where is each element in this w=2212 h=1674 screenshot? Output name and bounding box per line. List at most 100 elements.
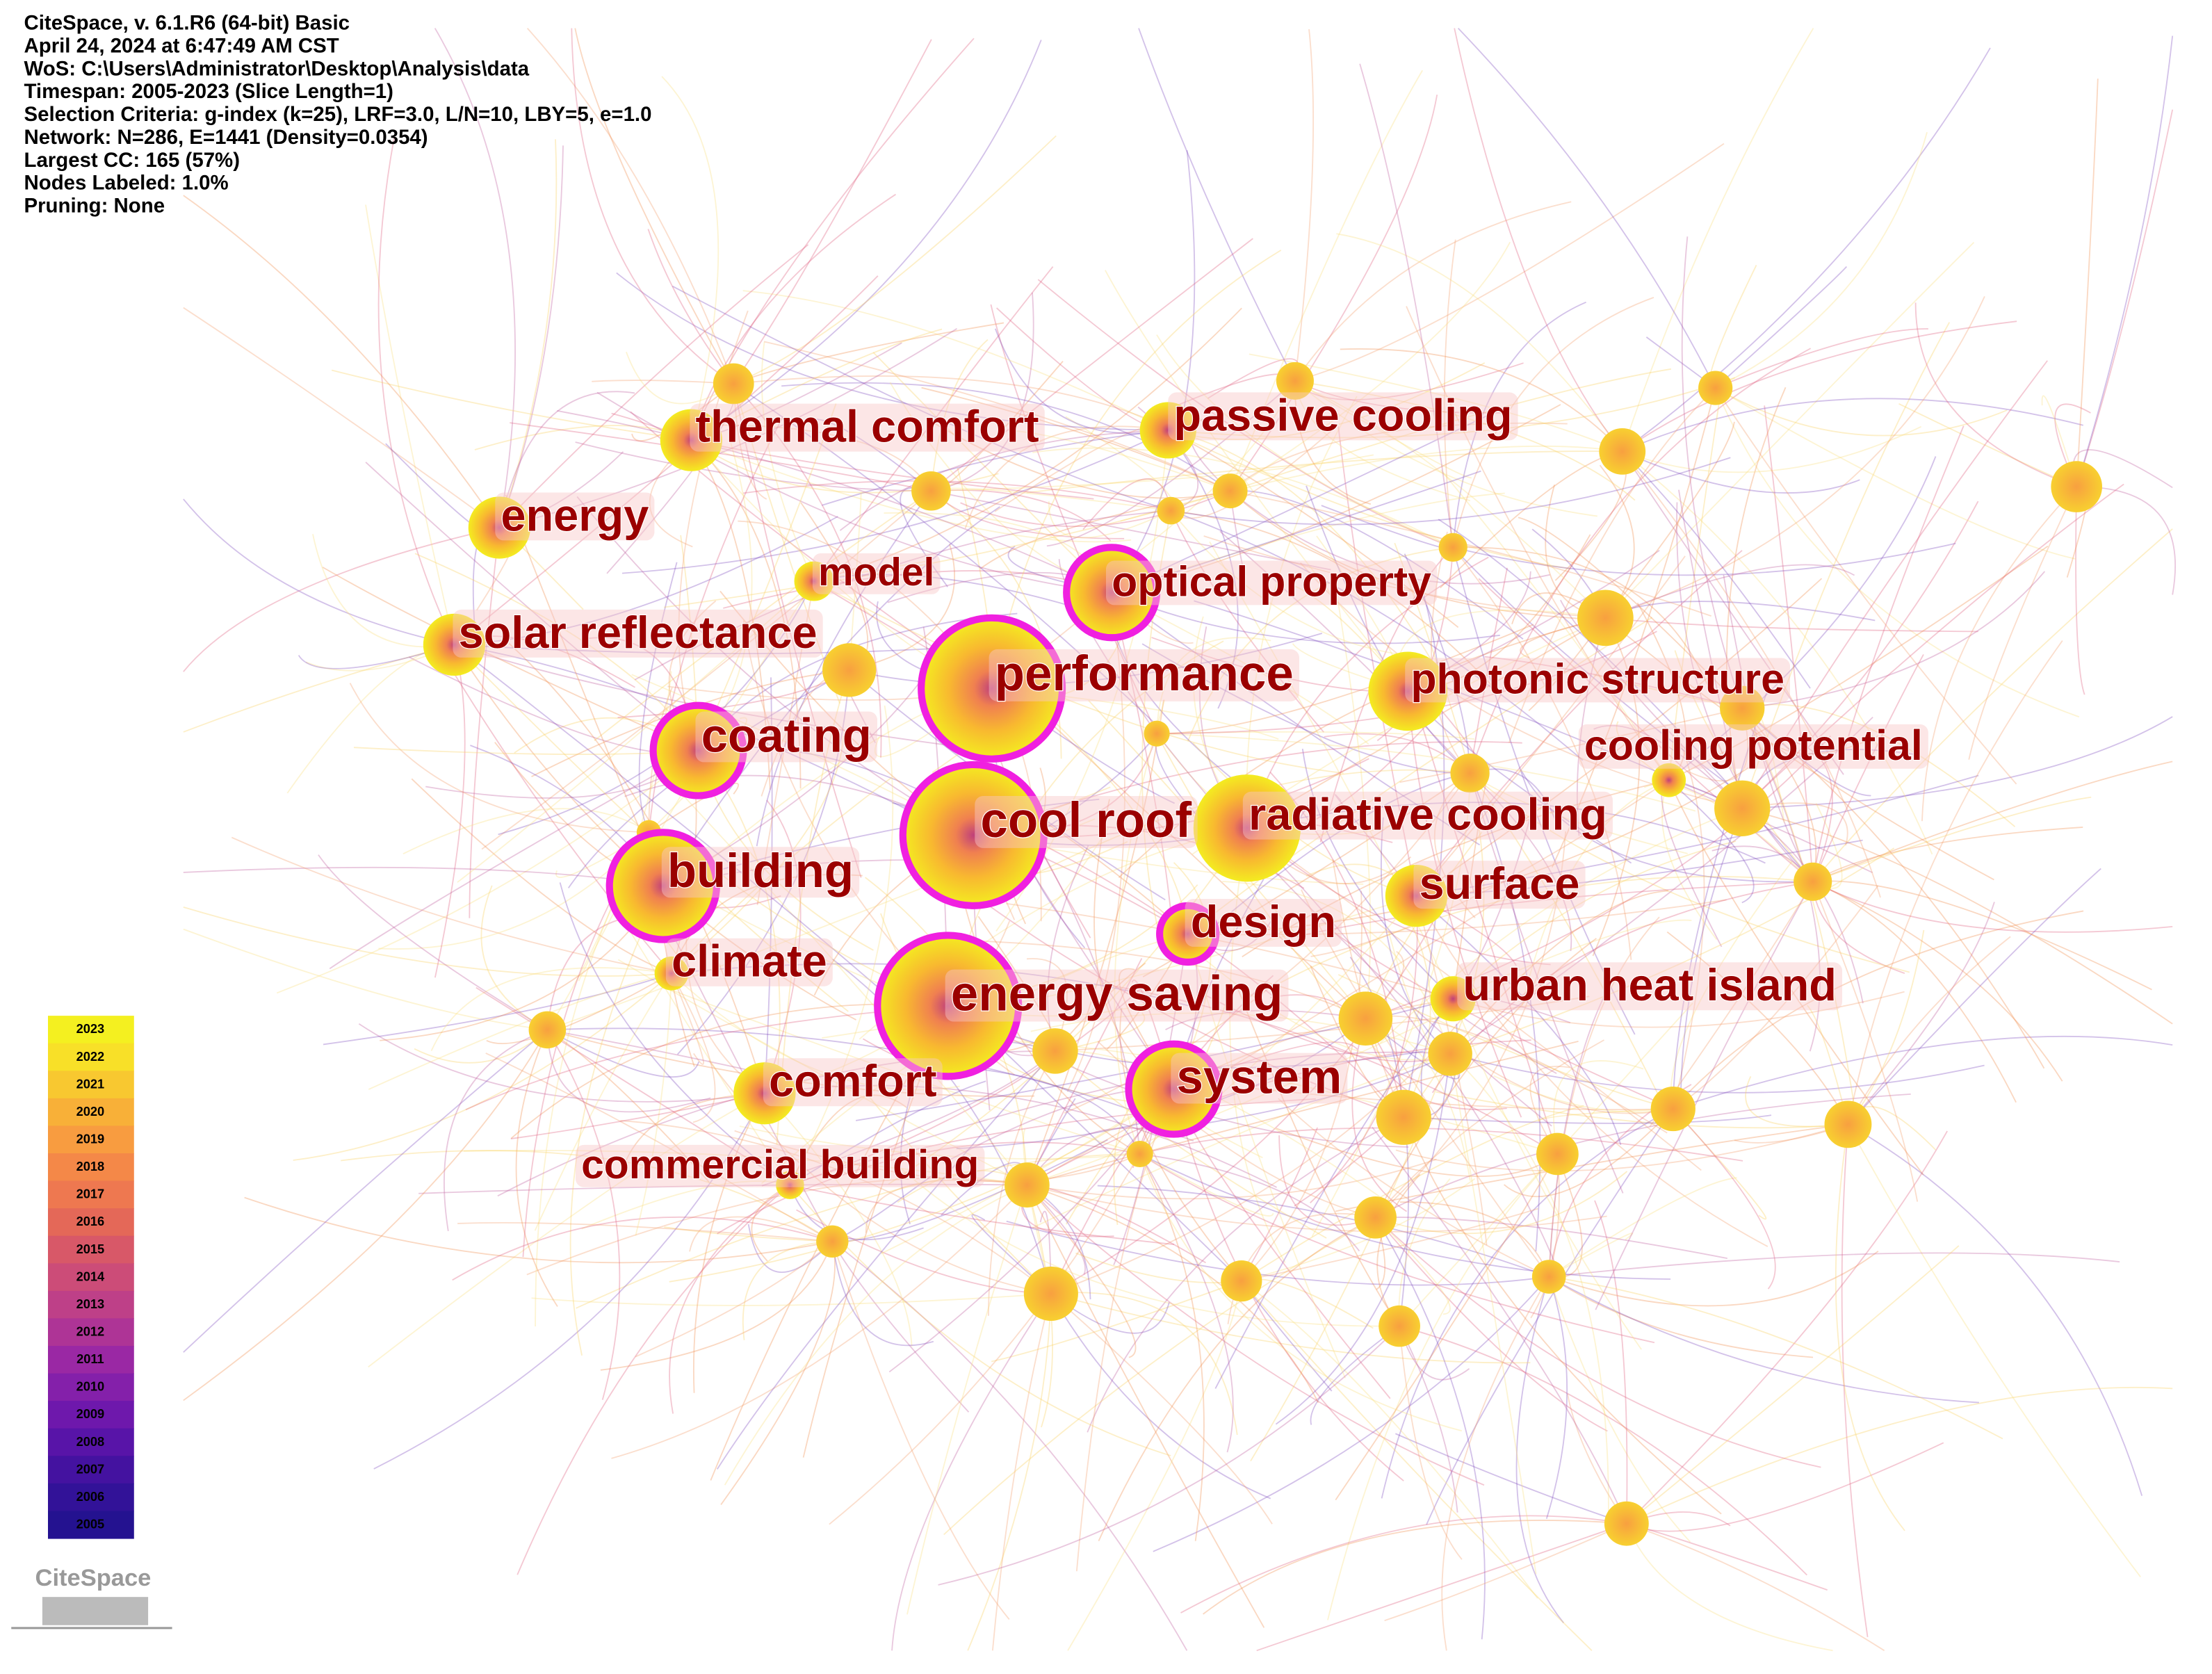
edge xyxy=(1807,1005,1849,1125)
edge xyxy=(724,1184,1027,1486)
edge xyxy=(733,383,1162,730)
legend-year: 2017 xyxy=(76,1187,105,1201)
edge xyxy=(454,644,988,751)
legend-year: 2010 xyxy=(76,1379,105,1394)
edge xyxy=(1157,731,1475,740)
edge xyxy=(1046,718,1367,1019)
edge xyxy=(635,1241,833,1358)
edge xyxy=(1622,450,1860,494)
edge xyxy=(1097,1185,1550,1278)
minor-node xyxy=(1032,1028,1078,1074)
edge xyxy=(1384,1522,1627,1622)
edge xyxy=(1594,1200,1628,1524)
edge xyxy=(1469,567,1508,774)
edge xyxy=(979,490,1230,570)
edge xyxy=(2075,487,2085,695)
edge xyxy=(1469,1056,1673,1114)
minor-node xyxy=(1221,1260,1262,1302)
edge xyxy=(498,139,558,528)
edge xyxy=(1006,902,1454,1000)
edge xyxy=(733,322,1005,384)
edge xyxy=(531,1292,1051,1306)
edge xyxy=(1139,1153,1463,1432)
edge xyxy=(1504,1108,1674,1198)
edge xyxy=(1449,1053,1537,1575)
node xyxy=(1193,774,1301,882)
edge xyxy=(1294,380,1511,414)
edge xyxy=(469,527,501,918)
edge xyxy=(1256,1522,1627,1652)
edge xyxy=(1153,1276,1550,1552)
edge xyxy=(1847,936,2011,1125)
edge xyxy=(1812,425,1965,882)
legend-year: 2011 xyxy=(76,1351,104,1366)
edge xyxy=(1404,1114,1772,1124)
node-label: passive cooling xyxy=(1173,389,1512,440)
edge xyxy=(1672,689,1768,1110)
edge xyxy=(1469,772,1624,1194)
edge xyxy=(1548,1251,1879,1307)
edge xyxy=(1340,348,1623,453)
edge xyxy=(789,1094,907,1186)
edge xyxy=(1545,1276,1568,1519)
edge xyxy=(1310,1325,1400,1425)
edge xyxy=(1229,828,1286,1263)
edge xyxy=(1470,772,1688,854)
node xyxy=(1139,402,1196,459)
minor-node xyxy=(1536,1132,1579,1176)
edge xyxy=(1680,808,1743,1115)
edge xyxy=(1668,373,1725,781)
edge xyxy=(1626,1130,1948,1525)
edge xyxy=(1098,1217,1376,1542)
edge xyxy=(1241,1208,1538,1282)
edge xyxy=(1310,895,1418,1204)
node-label: energy saving xyxy=(951,967,1283,1022)
minor-node xyxy=(1023,1266,1078,1321)
edge xyxy=(1847,1123,2143,1496)
edge xyxy=(1214,998,1454,1389)
edge xyxy=(1548,1177,1737,1278)
edge xyxy=(1372,1126,1627,1525)
edge xyxy=(1426,1108,1674,1525)
edge xyxy=(1847,902,1995,1125)
edge xyxy=(1715,266,1848,389)
edge xyxy=(1050,1293,1273,1525)
edge xyxy=(1415,895,1768,1247)
edge xyxy=(1715,131,1928,389)
edge xyxy=(822,430,1169,506)
edge xyxy=(1443,239,1456,548)
edge xyxy=(1167,430,1459,628)
node xyxy=(1125,1040,1223,1138)
edge xyxy=(813,266,1054,582)
edge xyxy=(1452,991,1905,1028)
minor-node xyxy=(1379,1305,1420,1347)
edge xyxy=(1406,306,1670,781)
edge xyxy=(1106,984,1558,1155)
minor-node xyxy=(2051,461,2102,512)
minor-node xyxy=(1438,533,1467,562)
edge xyxy=(1764,405,1814,882)
edge xyxy=(1359,63,1454,548)
edge xyxy=(1812,796,2092,883)
edge xyxy=(183,307,500,528)
edge xyxy=(452,1216,833,1281)
edge xyxy=(1452,542,1956,576)
node-label: coating xyxy=(701,708,872,762)
node-label: cooling potential xyxy=(1584,722,1923,769)
logo-bars xyxy=(42,1597,149,1625)
edge xyxy=(756,580,815,906)
edge xyxy=(1294,380,1636,501)
edge xyxy=(1336,233,1623,452)
edge xyxy=(789,1080,986,1186)
edge xyxy=(973,741,1522,836)
edge xyxy=(1742,716,2173,809)
edge xyxy=(1026,1184,1485,1486)
edge xyxy=(1301,748,1454,1000)
minor-node xyxy=(1376,1089,1431,1145)
edge xyxy=(1626,1386,2173,1525)
edge xyxy=(368,1092,765,1368)
edge xyxy=(1168,430,1436,666)
edge xyxy=(594,490,932,742)
edge xyxy=(1334,581,1372,1019)
